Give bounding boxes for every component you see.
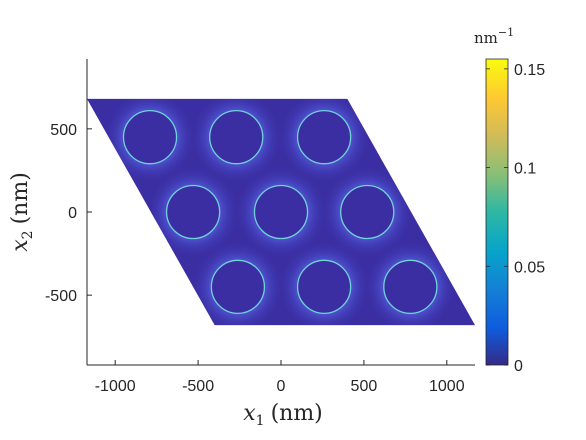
colorbar-ticks: 0 0.05 0.1 0.15 <box>486 62 545 375</box>
hole-circle <box>383 259 438 315</box>
x-tick-label: -1000 <box>95 378 136 395</box>
colorbar-unit: nm−1 <box>474 26 514 47</box>
y-tick-label: 500 <box>50 122 77 139</box>
hole-circle <box>165 184 221 240</box>
colorbar-tick-label: 0 <box>514 358 523 375</box>
colorbar-tick-label: 0.05 <box>514 259 545 276</box>
hole-circle <box>209 109 264 165</box>
hole-circle <box>340 184 395 240</box>
hole-circle <box>296 109 352 165</box>
x-tick-label: 500 <box>351 378 378 395</box>
colorbar-tick-label: 0.1 <box>514 161 536 178</box>
y-ticks: -500 0 500 <box>45 122 92 305</box>
x-tick-label: 0 <box>277 378 286 395</box>
plot-area <box>87 98 475 326</box>
axes: -1000 -500 0 500 1000 -500 0 500 <box>45 59 475 395</box>
hole-circle <box>296 259 352 315</box>
hole-circles <box>122 109 438 315</box>
y-axis-label: x2(nm) <box>8 172 36 252</box>
colorbar-tick-label: 0.15 <box>514 62 545 79</box>
x-ticks: -1000 -500 0 500 1000 <box>95 360 465 395</box>
y-tick-label: 0 <box>68 205 77 222</box>
hole-circle <box>253 184 309 240</box>
x-tick-label: 1000 <box>429 378 465 395</box>
hole-circle <box>122 109 178 165</box>
hole-circle <box>210 259 266 315</box>
y-tick-label: -500 <box>45 288 77 305</box>
x-axis-label: x1 (nm) <box>243 401 323 429</box>
colorbar: 0 0.05 0.1 0.15 nm−1 <box>474 26 545 375</box>
x-tick-label: -500 <box>182 378 214 395</box>
colorbar-gradient <box>485 58 509 366</box>
